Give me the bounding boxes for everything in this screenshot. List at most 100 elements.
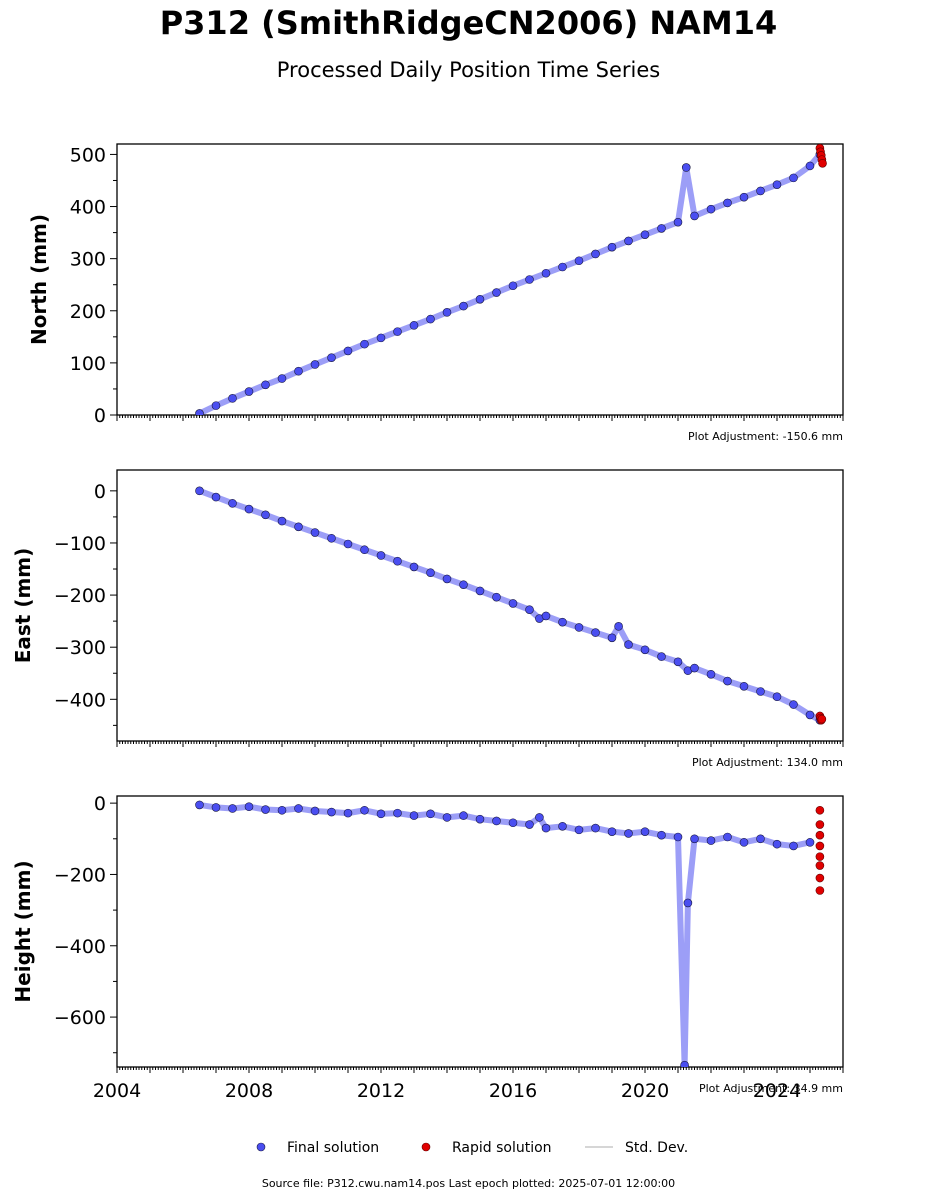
- north-final-point: [657, 224, 666, 233]
- north-final-point: [376, 333, 386, 343]
- north-y-tick-label: 500: [70, 144, 106, 166]
- height-final-point: [376, 809, 386, 819]
- east-final-point: [228, 499, 237, 508]
- north-final-point: [228, 394, 237, 403]
- north-final-point: [772, 180, 782, 189]
- east-final-point: [343, 539, 353, 549]
- east-final-point: [409, 562, 419, 572]
- height-final-point: [706, 836, 716, 845]
- east-final-point: [673, 657, 683, 667]
- legend-std-label: Std. Dev.: [625, 1140, 688, 1156]
- north-final-point: [607, 242, 617, 252]
- east-y-tick-label: 0: [94, 481, 106, 503]
- north-final-point: [805, 161, 815, 171]
- east-final-point: [772, 692, 782, 702]
- chart-title: P312 (SmithRidgeCN2006) NAM14: [159, 4, 778, 42]
- east-final-point: [376, 551, 386, 560]
- east-y-tick-label: −200: [54, 585, 106, 607]
- north-final-point: [591, 249, 600, 259]
- x-tick-label: 2012: [357, 1080, 405, 1102]
- height-final-point: [805, 838, 815, 847]
- height-y-tick-label: −400: [54, 936, 106, 958]
- north-final-point: [624, 236, 633, 246]
- east-final-point: [541, 611, 551, 621]
- x-tick-label: 2004: [93, 1080, 141, 1102]
- north-y-tick-label: 100: [70, 353, 106, 375]
- north-final-point: [211, 401, 221, 410]
- height-final-point: [535, 813, 544, 822]
- north-final-point: [426, 314, 435, 324]
- east-plot-adjustment: Plot Adjustment: 134.0 mm: [692, 756, 843, 769]
- height-final-point: [574, 825, 584, 835]
- east-final-point: [508, 599, 518, 608]
- height-final-point: [360, 805, 369, 815]
- north-y-axis-label: North (mm): [27, 214, 51, 345]
- north-final-point: [277, 374, 287, 383]
- height-final-point: [591, 823, 600, 833]
- height-final-point: [294, 804, 303, 813]
- height-rapid-point: [815, 841, 825, 851]
- east-final-point: [690, 663, 699, 673]
- east-final-point: [244, 504, 254, 514]
- north-final-point: [261, 380, 270, 390]
- east-final-point: [277, 516, 287, 526]
- height-rapid-point: [815, 830, 825, 840]
- east-y-tick-label: −400: [54, 689, 106, 711]
- east-final-point: [310, 528, 320, 537]
- east-final-point: [442, 574, 452, 584]
- height-rapid-point: [815, 873, 825, 883]
- height-final-point: [442, 813, 452, 822]
- legend-rapid-label: Rapid solution: [452, 1140, 552, 1156]
- height-final-point: [772, 839, 782, 849]
- east-final-point: [211, 492, 221, 502]
- north-final-point: [409, 321, 419, 330]
- north-final-point: [343, 346, 353, 356]
- height-y-tick-label: −600: [54, 1007, 106, 1029]
- east-y-tick-label: −300: [54, 637, 106, 659]
- height-data-layer: [195, 800, 825, 1067]
- north-plot-adjustment: Plot Adjustment: -150.6 mm: [688, 430, 843, 443]
- height-final-trend: [199, 801, 811, 1067]
- height-plot-adjustment: Plot Adjustment: 34.9 mm: [699, 1082, 843, 1095]
- east-final-point: [492, 592, 501, 602]
- north-final-point: [525, 275, 534, 284]
- height-final-point: [426, 809, 435, 819]
- east-final-point: [805, 710, 815, 720]
- north-final-point: [459, 301, 468, 311]
- east-y-axis-label: East (mm): [11, 548, 35, 664]
- x-tick-label: 2024: [753, 1080, 801, 1102]
- north-final-point: [640, 230, 650, 239]
- east-final-point: [657, 652, 666, 661]
- x-tick-label: 2016: [489, 1080, 537, 1102]
- x-tick-label: 2008: [225, 1080, 273, 1102]
- east-final-point: [614, 622, 623, 631]
- east-panel: −400 −300 −200 −100 0 East (mm) Plot Adjustmen…: [11, 469, 844, 769]
- height-final-point: [244, 802, 254, 811]
- height-final-point: [492, 816, 501, 826]
- height-final-point: [657, 830, 666, 840]
- north-final-point: [690, 211, 699, 221]
- north-final-point: [681, 163, 691, 172]
- north-final-point: [574, 256, 584, 266]
- height-final-point: [607, 827, 617, 836]
- east-final-point: [706, 669, 716, 679]
- height-y-tick-label: 0: [94, 793, 106, 815]
- height-final-point: [310, 806, 320, 816]
- north-data-layer: [195, 144, 827, 415]
- height-final-point: [459, 811, 468, 820]
- legend-final-label: Final solution: [287, 1140, 379, 1156]
- legend-final-marker: [256, 1142, 266, 1152]
- north-final-point: [756, 186, 765, 196]
- height-final-point: [756, 834, 765, 844]
- x-tick-label: 2020: [621, 1080, 669, 1102]
- north-y-tick-label: 400: [70, 197, 106, 219]
- north-y-tick-label: 200: [70, 301, 106, 323]
- north-y-tick-label: 300: [70, 249, 106, 271]
- legend: Final solution Rapid solution Std. Dev.: [256, 1140, 688, 1156]
- east-final-point: [360, 545, 369, 555]
- east-final-point: [574, 623, 584, 632]
- north-final-point: [673, 217, 683, 227]
- north-final-point: [739, 192, 749, 202]
- east-final-point: [327, 533, 336, 543]
- height-final-point: [723, 832, 732, 842]
